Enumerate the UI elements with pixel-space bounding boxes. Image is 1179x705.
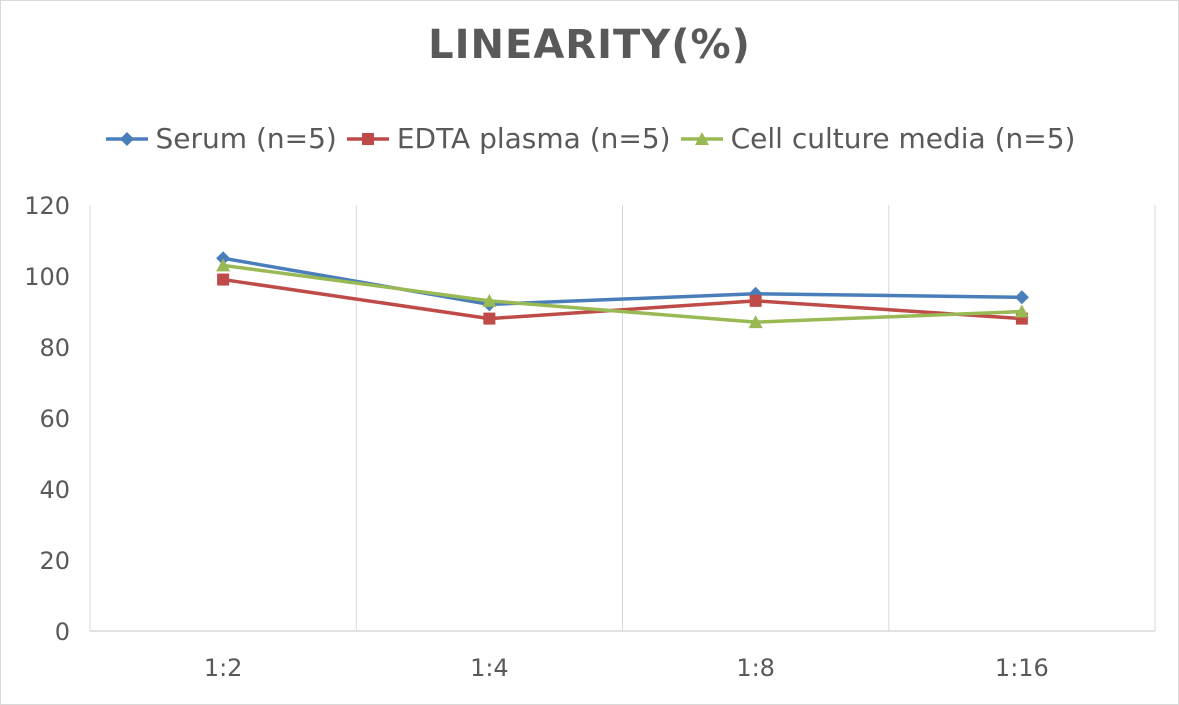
data-point <box>482 293 497 307</box>
y-tick-label: 100 <box>24 263 70 291</box>
y-tick-label: 20 <box>39 547 70 575</box>
x-tick-label: 1:8 <box>736 654 775 682</box>
legend-label: EDTA plasma (n=5) <box>396 122 671 155</box>
x-tick-label: 1:2 <box>204 654 243 682</box>
series-2 <box>216 258 1029 329</box>
data-point <box>217 273 230 286</box>
chart-title: LINEARITY(%) <box>428 22 751 68</box>
x-tick-label: 1:16 <box>995 654 1049 682</box>
legend-label: Serum (n=5) <box>155 122 337 155</box>
legend-marker-shape <box>119 131 134 146</box>
data-point <box>1014 304 1029 318</box>
y-tick-label: 40 <box>39 476 70 504</box>
series-line <box>222 277 1022 321</box>
y-tick-label: 60 <box>39 405 70 433</box>
legend-marker <box>680 131 723 145</box>
data-point <box>748 315 763 329</box>
legend-marker-shape <box>361 132 374 145</box>
legend-item: Cell culture media (n=5) <box>679 122 1076 155</box>
legend: Serum (n=5) EDTA plasma (n=5) Cell culture… <box>0 122 1179 155</box>
y-tick-label: 120 <box>24 192 70 220</box>
legend-label: Cell culture media (n=5) <box>730 122 1076 155</box>
legend-item: Serum (n=5) <box>104 122 337 155</box>
data-point <box>483 312 496 325</box>
y-tick-label: 80 <box>39 334 70 362</box>
legend-marker <box>105 131 148 146</box>
legend-marker-shape <box>694 131 709 145</box>
data-point <box>1014 290 1029 305</box>
series-line <box>222 263 1022 324</box>
legend-marker <box>346 132 389 145</box>
data-point <box>216 258 231 272</box>
legend-item: EDTA plasma (n=5) <box>345 122 671 155</box>
y-tick-label: 0 <box>55 618 70 646</box>
data-point <box>216 251 231 266</box>
data-point <box>749 294 762 307</box>
series-line <box>222 256 1022 307</box>
x-tick-label: 1:4 <box>470 654 509 682</box>
